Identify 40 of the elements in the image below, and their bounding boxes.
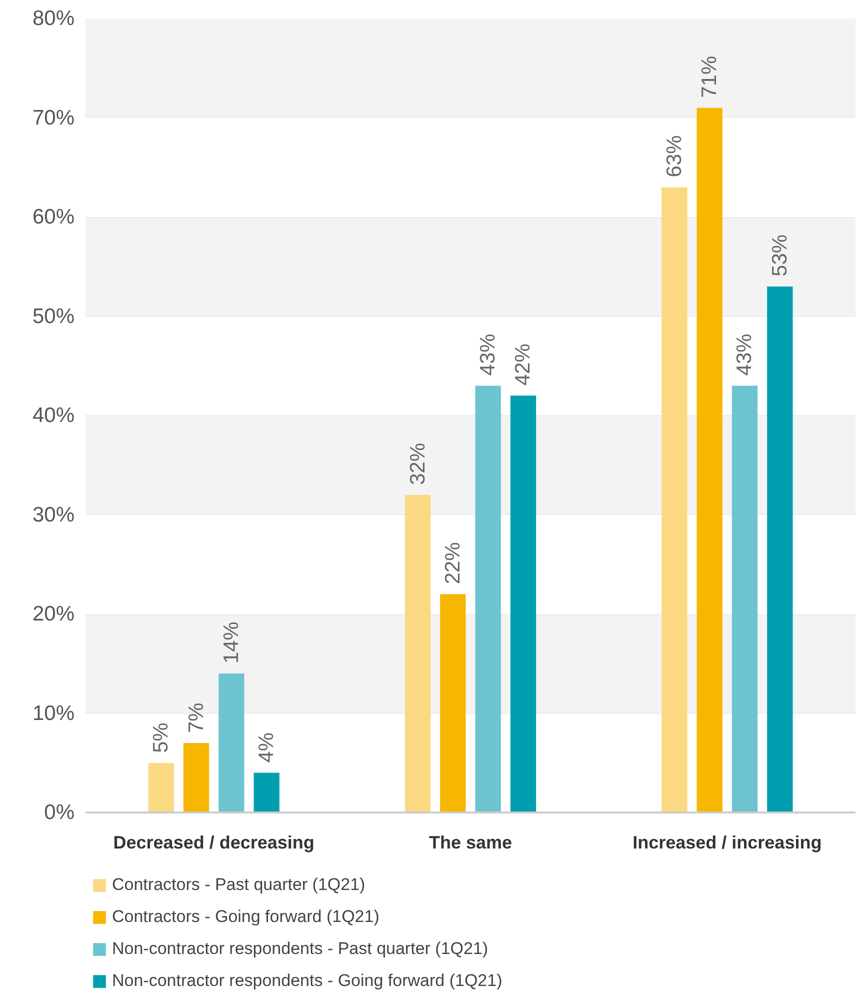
data-label: 4% — [255, 732, 278, 763]
bar — [218, 674, 244, 812]
y-tick-label: 60% — [32, 206, 74, 228]
data-label: 53% — [768, 234, 792, 276]
y-tick-label: 70% — [32, 106, 74, 130]
bar — [475, 386, 501, 812]
bar — [404, 494, 431, 812]
x-tick-label: The same — [428, 832, 512, 852]
legend-label: Contractors - Past quarter (1Q21) — [112, 875, 366, 895]
data-label: 32% — [406, 442, 430, 485]
legend-label: Non-contractor respondents - Past quarter (1Q21) — [112, 939, 488, 959]
x-tick-label: Decreased / decreasing — [113, 832, 314, 852]
data-label: 14% — [220, 622, 243, 664]
x-tick-label: Increased / increasing — [632, 832, 822, 852]
y-tick-label: 10% — [32, 702, 74, 725]
bar — [440, 594, 466, 812]
legend-label: Contractors - Going forward (1Q21) — [112, 907, 380, 927]
data-label: 43% — [476, 334, 500, 376]
data-label: 43% — [733, 334, 756, 376]
y-tick-label: 0% — [44, 801, 75, 824]
data-label: 42% — [512, 344, 535, 386]
y-tick-label: 20% — [32, 602, 74, 626]
data-label: 5% — [150, 722, 173, 753]
bar — [662, 187, 688, 812]
bar — [732, 386, 758, 812]
y-tick-label: 80% — [32, 7, 74, 30]
legend-label: Non-contractor respondents - Going forward (1Q21) — [112, 971, 502, 991]
bar — [254, 772, 280, 812]
data-label: 63% — [662, 135, 686, 178]
bar — [696, 108, 722, 812]
data-label: 7% — [184, 702, 208, 734]
data-label: 71% — [698, 56, 722, 98]
data-label: 22% — [441, 542, 464, 584]
y-tick-label: 30% — [32, 503, 74, 526]
y-tick-label: 50% — [32, 304, 74, 328]
bar — [183, 743, 210, 812]
bar — [148, 762, 174, 812]
bar — [510, 396, 536, 812]
bar — [767, 286, 793, 812]
y-tick-label: 40% — [32, 404, 74, 427]
